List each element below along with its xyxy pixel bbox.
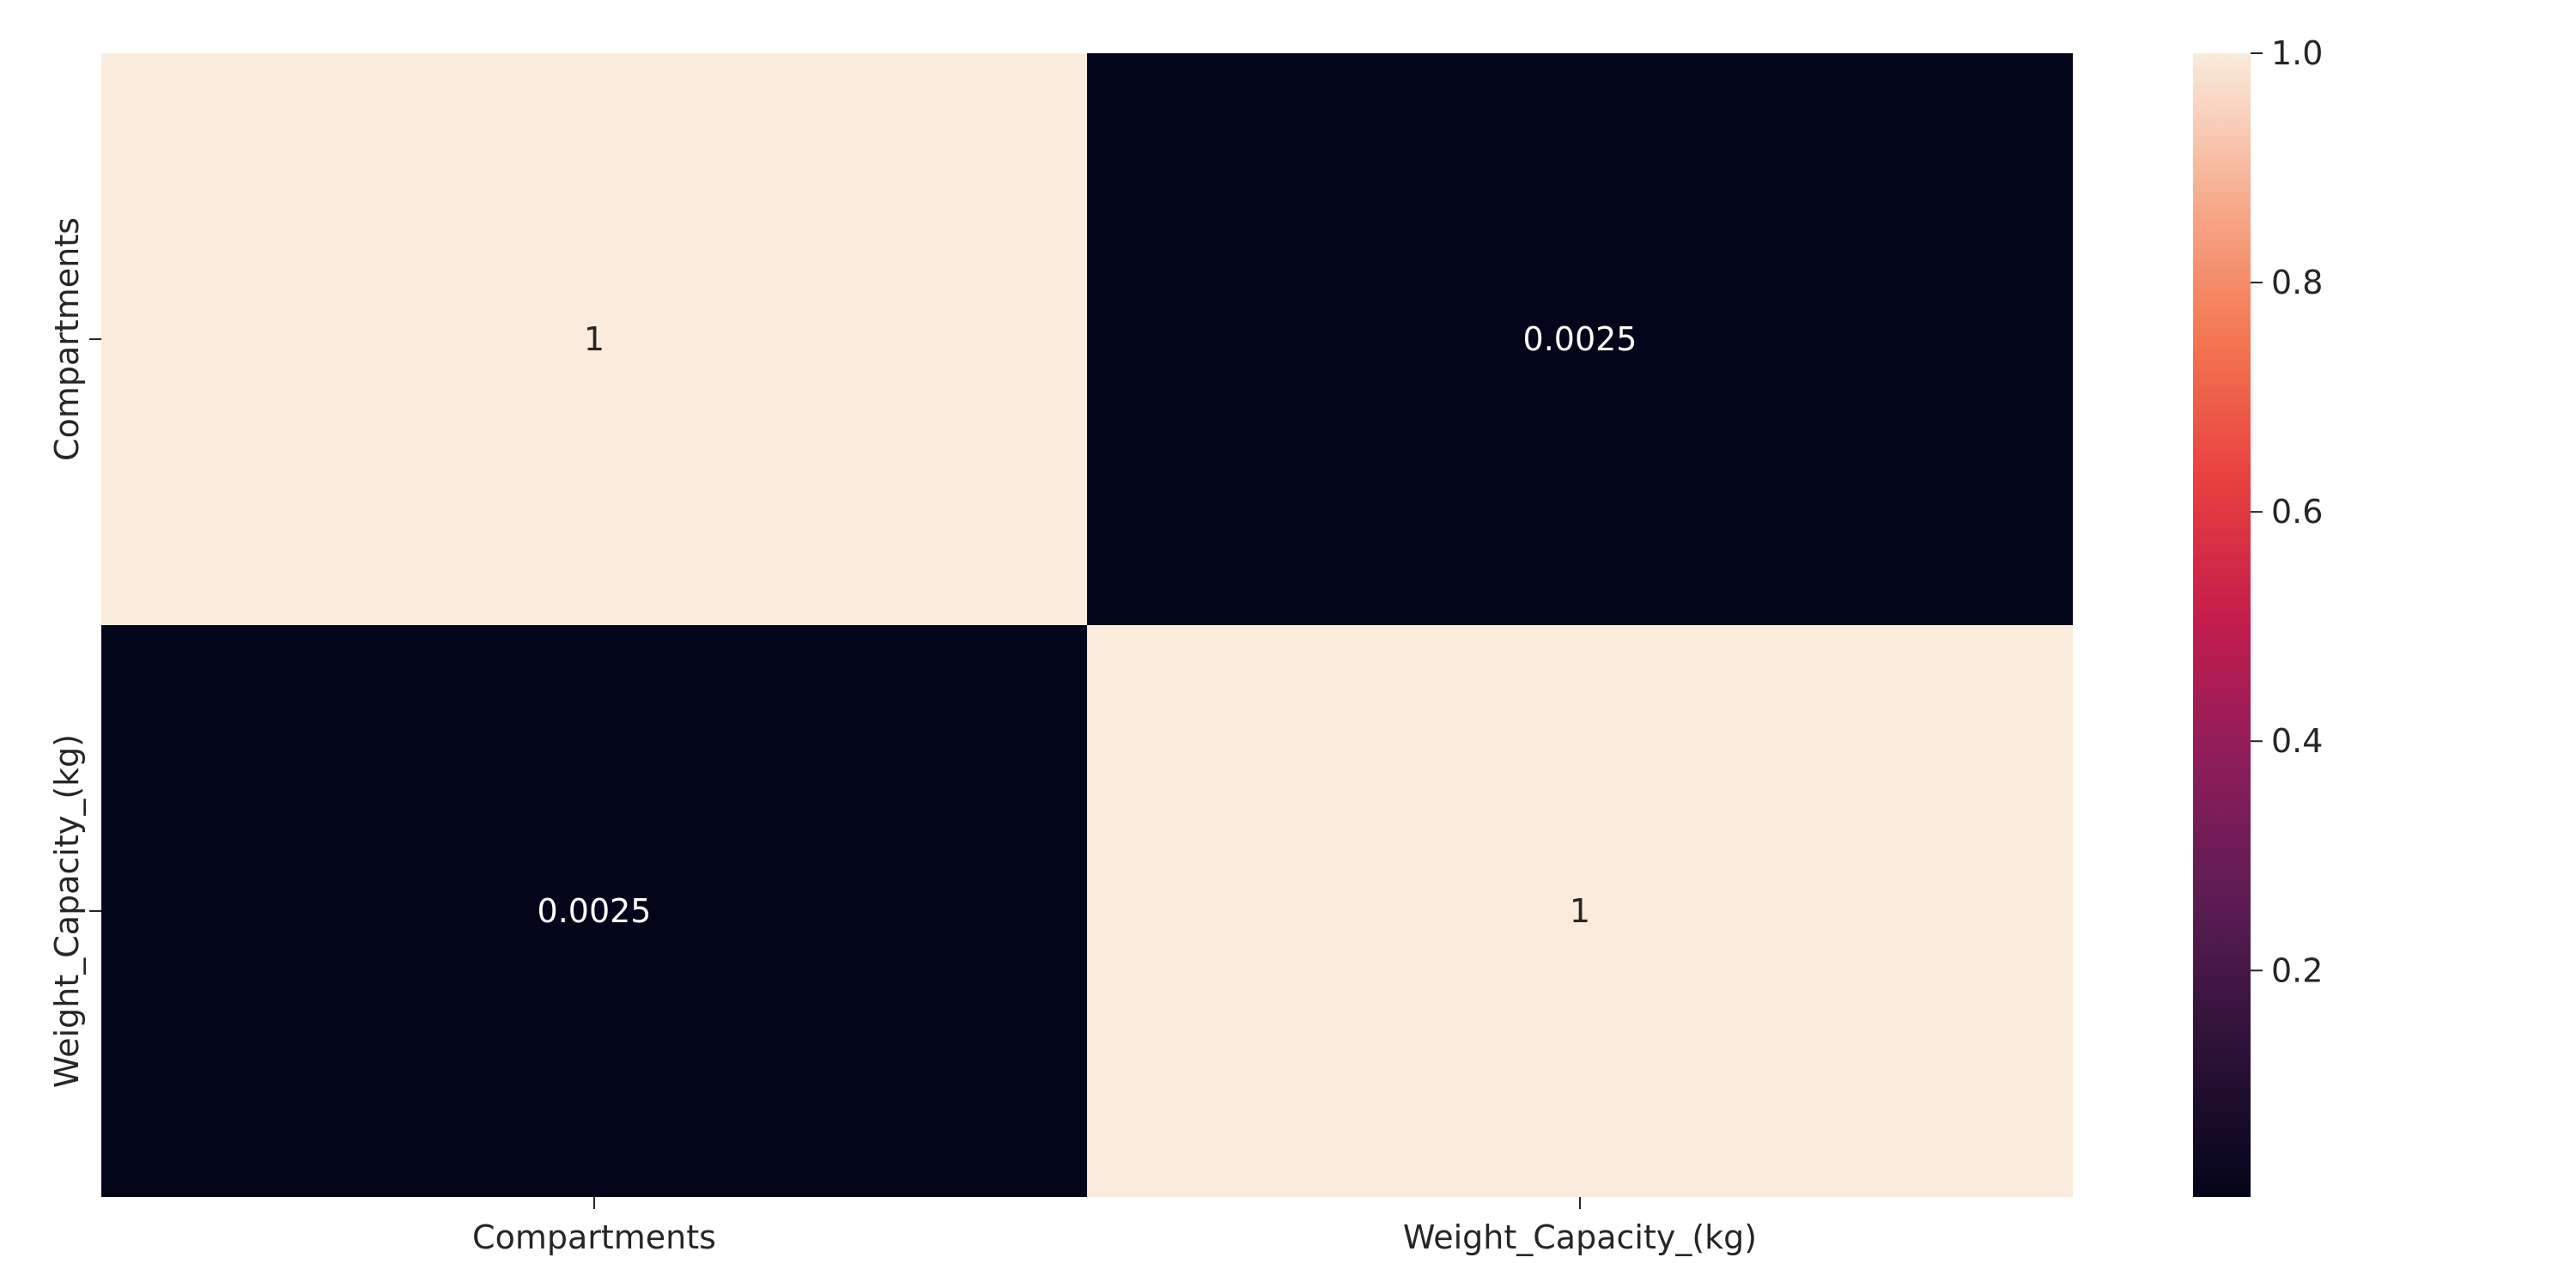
cell-annotation-0-1: 0.0025 — [1523, 320, 1637, 358]
cell-annotation-1-0: 0.0025 — [538, 892, 652, 930]
colorbar-tick-label: 0.2 — [2271, 951, 2323, 989]
heatmap-cell-1-0 — [101, 625, 1087, 1197]
cell-annotation-0-0: 1 — [584, 320, 605, 358]
heatmap-cell-1-1 — [1087, 625, 2073, 1197]
y-axis: Compartments Weight_Capacity_(kg) — [48, 217, 101, 1088]
x-tick-label: Compartments — [472, 1218, 716, 1256]
y-tick-label: Compartments — [48, 217, 86, 461]
heatmap-cell-0-1 — [1087, 53, 2073, 625]
colorbar-tick-label: 0.4 — [2271, 722, 2323, 760]
colorbar — [2193, 53, 2251, 1197]
x-axis: Compartments Weight_Capacity_(kg) — [472, 1197, 1757, 1256]
heatmap-cells — [101, 53, 2073, 1197]
colorbar-tick-label: 0.6 — [2271, 493, 2323, 531]
colorbar-ticks: 0.2 0.4 0.6 0.8 1.0 — [2251, 34, 2323, 989]
heatmap-annotations: 1 0.0025 0.0025 1 — [538, 320, 1637, 930]
y-tick-label: Weight_Capacity_(kg) — [48, 734, 86, 1088]
x-tick-label: Weight_Capacity_(kg) — [1403, 1218, 1757, 1256]
colorbar-tick-label: 1.0 — [2271, 34, 2323, 72]
cell-annotation-1-1: 1 — [1570, 892, 1590, 930]
heatmap-cell-0-0 — [101, 53, 1087, 625]
colorbar-tick-label: 0.8 — [2271, 264, 2323, 301]
